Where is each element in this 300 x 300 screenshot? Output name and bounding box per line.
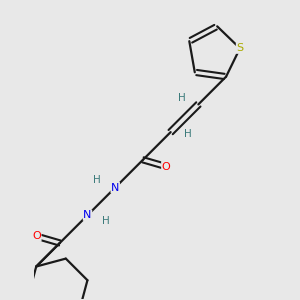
Text: H: H [102, 216, 110, 226]
Text: O: O [162, 161, 170, 172]
Text: N: N [83, 210, 92, 220]
Text: H: H [184, 129, 191, 139]
Text: H: H [178, 93, 185, 103]
Text: S: S [236, 43, 244, 53]
Text: O: O [32, 231, 41, 241]
Text: H: H [93, 175, 101, 185]
Text: N: N [111, 182, 119, 193]
